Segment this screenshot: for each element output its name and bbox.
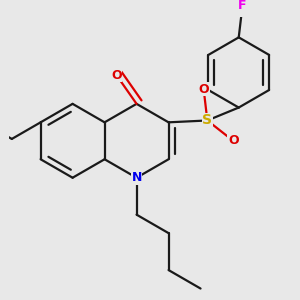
Text: O: O [228, 134, 238, 147]
Text: O: O [111, 69, 122, 82]
Text: S: S [202, 113, 212, 128]
Text: O: O [198, 82, 209, 96]
Text: F: F [238, 0, 247, 13]
Text: N: N [131, 171, 142, 184]
